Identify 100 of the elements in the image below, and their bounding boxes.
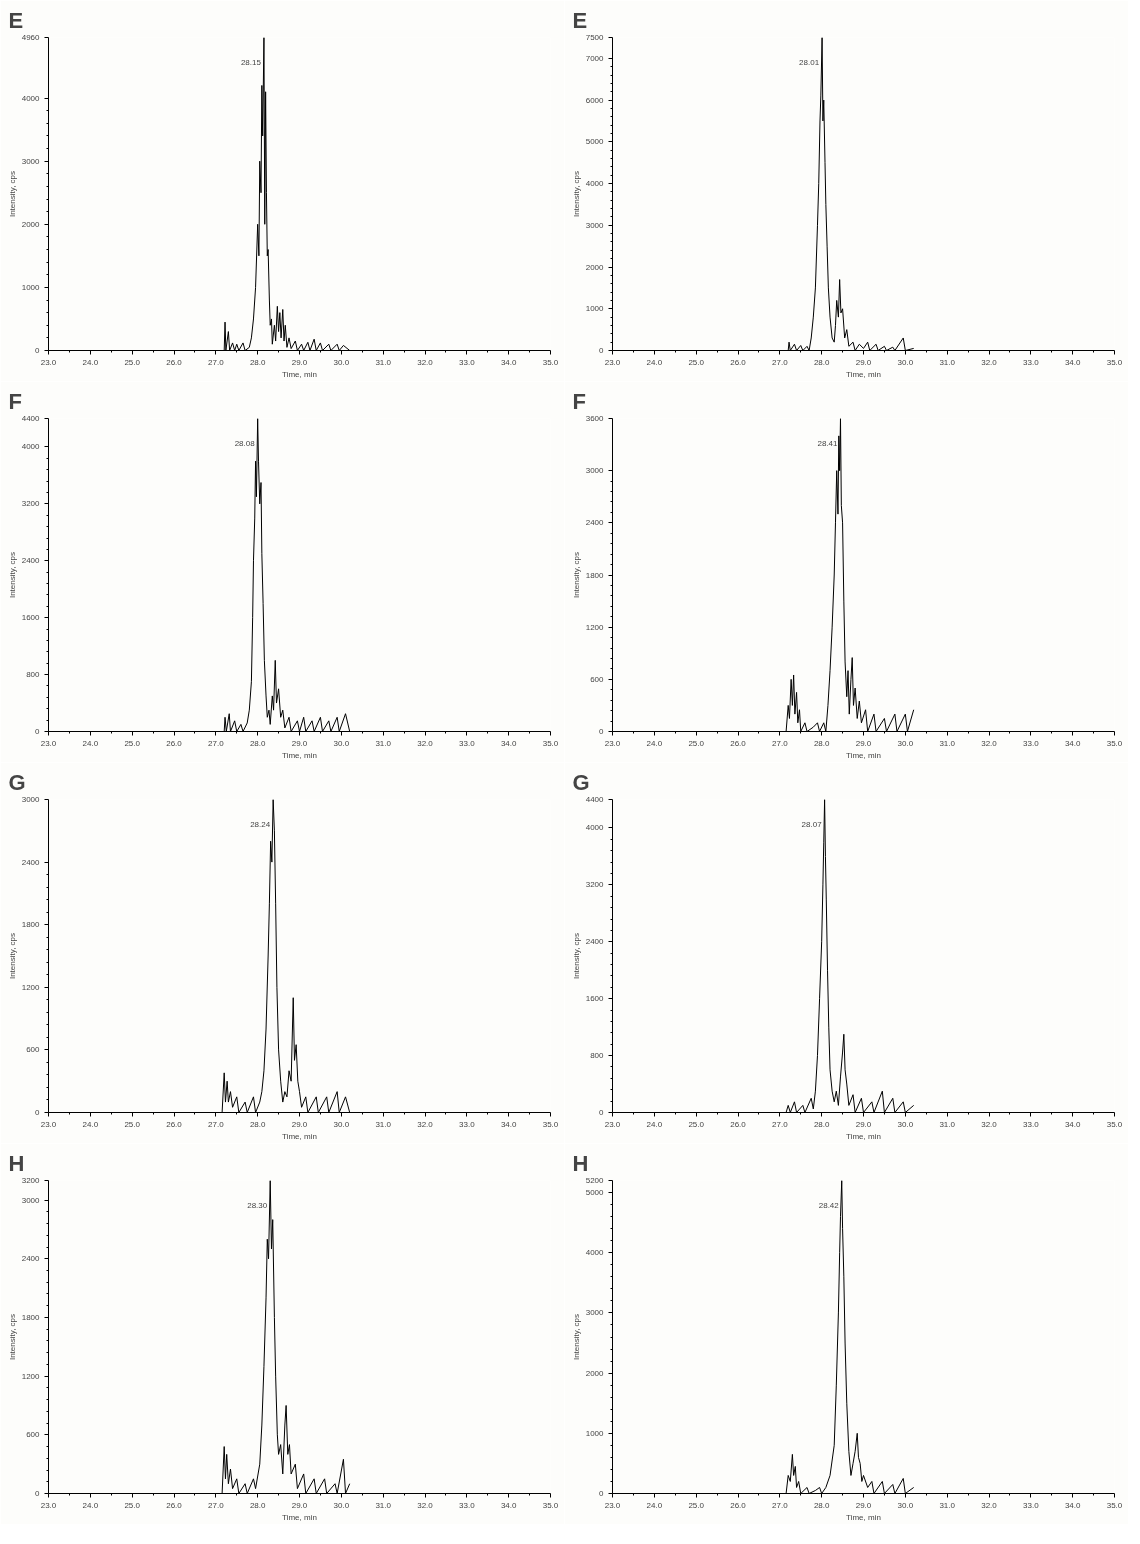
y-tick-label: 4400 — [585, 795, 605, 804]
y-tick-label: 2000 — [585, 262, 605, 272]
x-tick-label: 24.0 — [646, 357, 663, 367]
y-tick-label: 2400 — [21, 1254, 41, 1264]
x-tick-label: 26.0 — [166, 357, 183, 367]
x-tick-label: 30.0 — [897, 1119, 914, 1129]
chart-title: G — [8, 769, 26, 795]
y-tick-label: 0 — [35, 1108, 41, 1117]
y-tick-label: 0 — [599, 727, 605, 736]
x-tick-label: 33.0 — [1023, 738, 1040, 748]
x-tick-label: 27.0 — [772, 357, 789, 367]
x-tick-label: 32.0 — [417, 1119, 434, 1129]
x-tick-label: 34.0 — [1064, 1119, 1081, 1129]
y-tick-label: 1000 — [21, 282, 41, 292]
y-axis-title: Intensity, cps — [7, 1313, 17, 1361]
x-tick-label: 25.0 — [124, 357, 141, 367]
y-tick-label: 3000 — [21, 1195, 41, 1205]
x-tick-label: 32.0 — [981, 1119, 998, 1129]
x-tick-label: 30.0 — [333, 738, 350, 748]
y-tick-label: 2000 — [21, 219, 41, 229]
y-tick-label: 1200 — [21, 982, 41, 992]
x-tick-label: 32.0 — [981, 357, 998, 367]
y-tick-label: 3200 — [21, 1176, 41, 1185]
x-tick-label: 24.0 — [82, 357, 99, 367]
y-tick-label: 4000 — [585, 823, 605, 833]
x-tick-label: 35.0 — [542, 1119, 559, 1129]
x-tick-label: 33.0 — [459, 357, 476, 367]
x-tick-label: 34.0 — [500, 738, 517, 748]
x-tick-label: 34.0 — [1064, 738, 1081, 748]
x-tick-label: 35.0 — [1106, 738, 1123, 748]
y-axis-title: Intensity, cps — [571, 1313, 581, 1361]
y-tick-label: 0 — [599, 1108, 605, 1117]
y-tick-label: 4000 — [21, 93, 41, 103]
y-tick-label: 4960 — [21, 33, 41, 42]
y-tick-label: 600 — [26, 1045, 41, 1055]
x-tick-label: 31.0 — [375, 357, 392, 367]
x-tick-label: 23.0 — [40, 357, 57, 367]
y-tick-label: 5200 — [585, 1176, 605, 1185]
y-tick-label: 1200 — [21, 1371, 41, 1381]
y-tick-label: 4000 — [585, 179, 605, 189]
y-tick-label: 3000 — [585, 220, 605, 230]
x-tick-label: 31.0 — [939, 738, 956, 748]
y-tick-label: 4000 — [21, 442, 41, 452]
x-tick-label: 27.0 — [208, 1119, 225, 1129]
x-tick-label: 33.0 — [1023, 1119, 1040, 1129]
x-tick-label: 24.0 — [82, 738, 99, 748]
x-tick-label: 32.0 — [417, 738, 434, 748]
x-tick-label: 24.0 — [82, 1119, 99, 1129]
y-tick-label: 1800 — [21, 920, 41, 930]
x-tick-label: 33.0 — [1023, 1500, 1040, 1510]
chart-title: H — [8, 1150, 25, 1176]
x-tick-label: 26.0 — [166, 738, 183, 748]
x-tick-label: 23.0 — [604, 357, 621, 367]
annotation: 28.15 — [240, 57, 262, 67]
x-tick-label: 25.0 — [688, 1500, 705, 1510]
x-tick-label: 25.0 — [124, 1119, 141, 1129]
x-tick-label: 27.0 — [208, 357, 225, 367]
x-tick-label: 35.0 — [1106, 357, 1123, 367]
annotation: 28.41 — [817, 438, 839, 448]
x-tick-label: 23.0 — [40, 1119, 57, 1129]
y-tick-label: 2000 — [585, 1368, 605, 1378]
x-tick-label: 29.0 — [291, 1119, 308, 1129]
y-axis-title: Intensity, cps — [7, 170, 17, 218]
x-tick-label: 32.0 — [981, 738, 998, 748]
x-tick-label: 23.0 — [40, 1500, 57, 1510]
x-tick-label: 25.0 — [124, 738, 141, 748]
annotation: 28.07 — [801, 819, 823, 829]
y-tick-label: 3000 — [21, 795, 41, 804]
x-tick-label: 23.0 — [604, 738, 621, 748]
x-tick-label: 33.0 — [459, 1500, 476, 1510]
x-tick-label: 28.0 — [813, 1500, 830, 1510]
x-tick-label: 31.0 — [939, 357, 956, 367]
x-axis-title: Time, min — [846, 1512, 881, 1522]
x-tick-label: 26.0 — [730, 738, 747, 748]
y-tick-label: 1600 — [585, 994, 605, 1004]
y-tick-label: 600 — [26, 1430, 41, 1440]
x-tick-label: 35.0 — [542, 357, 559, 367]
x-tick-label: 27.0 — [772, 738, 789, 748]
x-tick-label: 35.0 — [1106, 1500, 1123, 1510]
x-tick-label: 31.0 — [375, 738, 392, 748]
y-tick-label: 1000 — [585, 1428, 605, 1438]
y-tick-label: 0 — [35, 1489, 41, 1498]
x-tick-label: 27.0 — [772, 1119, 789, 1129]
x-tick-label: 29.0 — [855, 738, 872, 748]
y-tick-label: 2400 — [21, 857, 41, 867]
chart-title: F — [8, 388, 22, 414]
y-tick-label: 2400 — [585, 518, 605, 528]
x-tick-label: 32.0 — [417, 1500, 434, 1510]
y-tick-label: 5000 — [585, 1188, 605, 1198]
x-tick-label: 30.0 — [333, 357, 350, 367]
x-tick-label: 28.0 — [813, 738, 830, 748]
y-tick-label: 1200 — [585, 622, 605, 632]
y-tick-label: 5000 — [585, 137, 605, 147]
x-tick-label: 29.0 — [855, 1500, 872, 1510]
x-tick-label: 27.0 — [208, 738, 225, 748]
chart-title: G — [572, 769, 590, 795]
x-axis-title: Time, min — [282, 1131, 317, 1141]
chart-title: E — [572, 7, 588, 33]
x-tick-label: 26.0 — [166, 1500, 183, 1510]
x-tick-label: 24.0 — [646, 1119, 663, 1129]
